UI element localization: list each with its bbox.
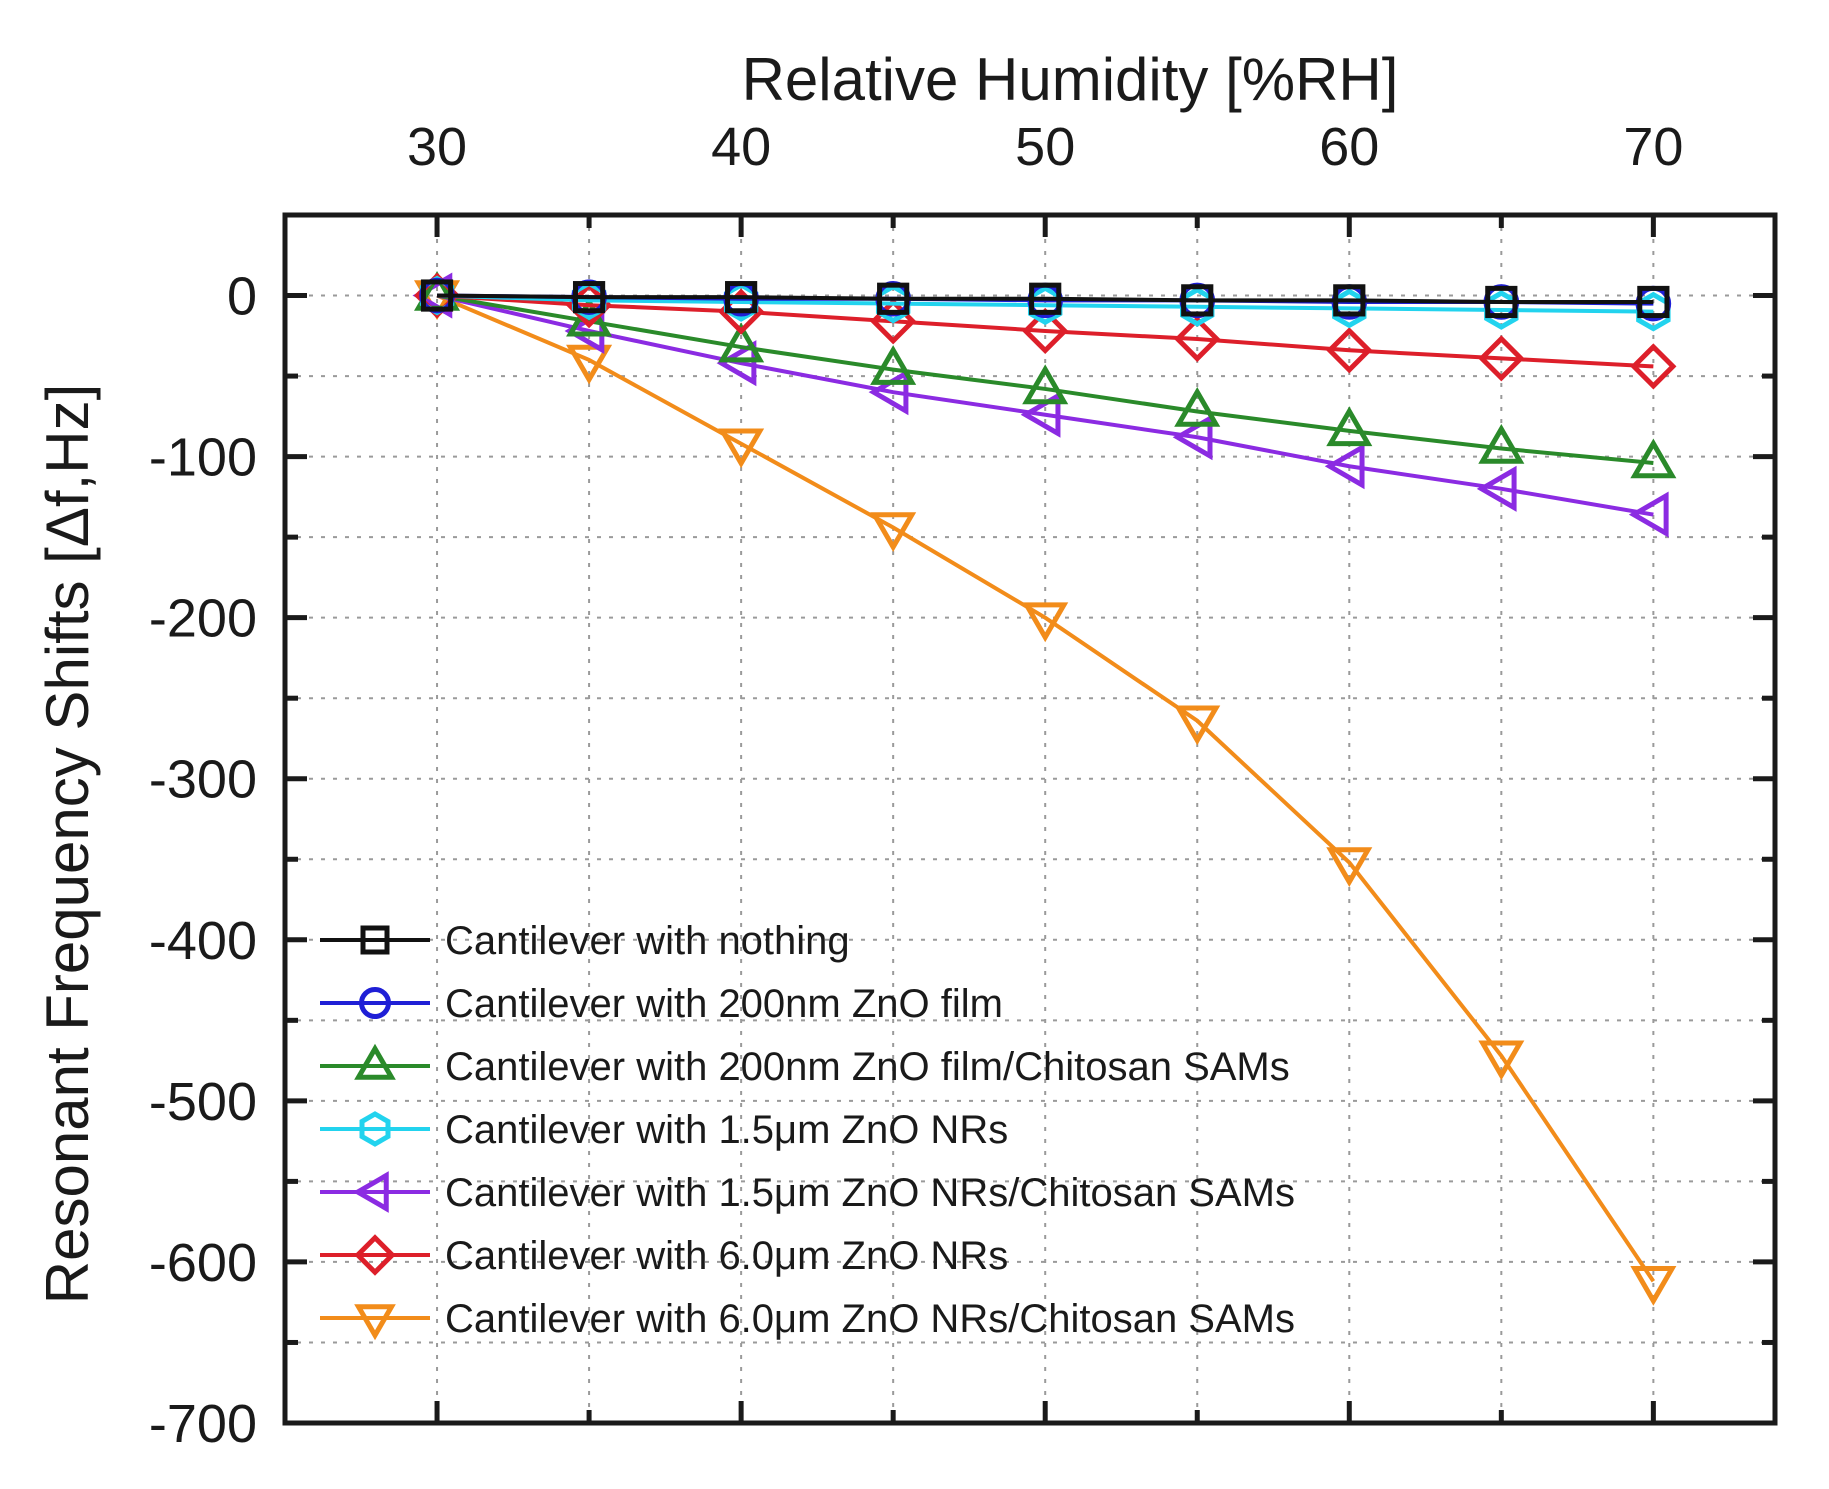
x-axis-title: Relative Humidity [%RH] xyxy=(742,46,1399,113)
data-point xyxy=(1022,364,1069,405)
data-point xyxy=(1326,406,1373,447)
legend-marker xyxy=(360,925,390,955)
data-point xyxy=(1476,465,1517,512)
data-point xyxy=(1478,424,1525,464)
data-point xyxy=(1022,602,1069,643)
x-tick-label: 70 xyxy=(1623,117,1683,177)
series-layer xyxy=(412,270,1677,1306)
series-line xyxy=(436,293,1656,1283)
x-tick-label: 60 xyxy=(1319,117,1379,177)
data-point xyxy=(870,512,917,553)
y-tick-label: -700 xyxy=(149,1394,257,1454)
data-point xyxy=(718,322,765,363)
legend-label: Cantilever with 200nm ZnO film xyxy=(445,982,1003,1026)
legend-label: Cantilever with 1.5μm ZnO NRs xyxy=(445,1108,1008,1152)
legend-label: Cantilever with 6.0μm ZnO NRs xyxy=(445,1234,1008,1278)
data-point xyxy=(1637,285,1670,319)
y-tick-label: -600 xyxy=(149,1233,257,1293)
series-line xyxy=(436,293,1654,369)
series-triangle-left xyxy=(412,272,1669,538)
legend-entry: Cantilever with 200nm ZnO film/Chitosan … xyxy=(320,1043,1290,1089)
legend-label: Cantilever with 200nm ZnO film/Chitosan … xyxy=(445,1045,1290,1089)
data-point xyxy=(1022,307,1069,355)
data-point xyxy=(1628,491,1669,538)
data-point xyxy=(877,282,910,315)
y-axis-title: Resonant Frequency Shifts [Δf,Hz] xyxy=(34,384,101,1304)
data-point xyxy=(1172,414,1213,461)
data-point xyxy=(1174,315,1221,363)
data-point xyxy=(1174,705,1221,746)
data-point xyxy=(1326,847,1373,888)
data-point xyxy=(718,428,765,469)
x-tick-label: 30 xyxy=(407,117,467,177)
data-point xyxy=(1630,1266,1677,1306)
legend-marker xyxy=(354,1304,396,1341)
data-point xyxy=(1485,285,1518,319)
x-tick-label: 50 xyxy=(1015,117,1075,177)
y-tick-label: -300 xyxy=(149,750,257,810)
legend-marker xyxy=(354,1234,396,1276)
y-tick-label: -100 xyxy=(149,428,257,488)
data-point xyxy=(1020,391,1061,438)
data-point xyxy=(1630,343,1677,390)
data-point xyxy=(1478,1040,1525,1081)
legend-entry: Cantilever with 6.0μm ZnO NRs xyxy=(320,1234,1008,1278)
series-line xyxy=(436,293,1654,466)
legend-marker xyxy=(352,1171,389,1213)
data-point xyxy=(1181,284,1214,317)
legend-entry: Cantilever with 200nm ZnO film xyxy=(320,982,1003,1026)
legend-marker xyxy=(359,987,391,1019)
y-tick-label: -200 xyxy=(149,589,257,649)
data-point xyxy=(1174,386,1221,427)
legend-marker xyxy=(359,1111,391,1147)
data-point xyxy=(725,281,758,314)
data-point xyxy=(870,345,917,385)
series-diamond xyxy=(413,272,1677,390)
data-point xyxy=(566,344,613,385)
x-tick-label: 40 xyxy=(711,117,771,177)
series-square xyxy=(420,279,1670,319)
data-point xyxy=(420,279,454,312)
series-line xyxy=(436,293,1654,314)
legend-entry: Cantilever with nothing xyxy=(320,919,850,963)
legend-entry: Cantilever with 1.5μm ZnO NRs xyxy=(320,1108,1008,1152)
data-point xyxy=(1326,327,1373,374)
y-tick-label: 0 xyxy=(227,267,257,327)
y-tick-label: -500 xyxy=(149,1072,257,1132)
plot-frame xyxy=(282,212,1778,1426)
legend-label: Cantilever with 6.0μm ZnO NRs/Chitosan S… xyxy=(445,1297,1295,1341)
legend-entry: Cantilever with 1.5μm ZnO NRs/Chitosan S… xyxy=(320,1171,1295,1215)
data-point xyxy=(1630,438,1677,479)
legend-label: Cantilever with 1.5μm ZnO NRs/Chitosan S… xyxy=(445,1171,1295,1215)
data-point xyxy=(572,281,606,314)
data-point xyxy=(716,340,757,387)
data-point xyxy=(1029,282,1062,315)
data-point xyxy=(1478,335,1525,382)
legend: Cantilever with nothing Cantilever with 2… xyxy=(320,919,1295,1341)
y-tick-label: -400 xyxy=(149,911,257,971)
legend-label: Cantilever with nothing xyxy=(445,919,850,963)
series-triangle-up xyxy=(414,270,1677,479)
series-line xyxy=(437,293,1654,304)
legend-marker xyxy=(354,1043,396,1080)
data-point xyxy=(1333,284,1366,317)
series-line xyxy=(436,293,1654,517)
data-point xyxy=(1324,443,1365,490)
axis-ticks: 30 40 50 60 70 0 -100 -200 -300 -400 -500 -600 -700 xyxy=(149,117,1775,1454)
legend-entry: Cantilever with 6.0μm ZnO NRs/Chitosan S… xyxy=(320,1297,1295,1341)
